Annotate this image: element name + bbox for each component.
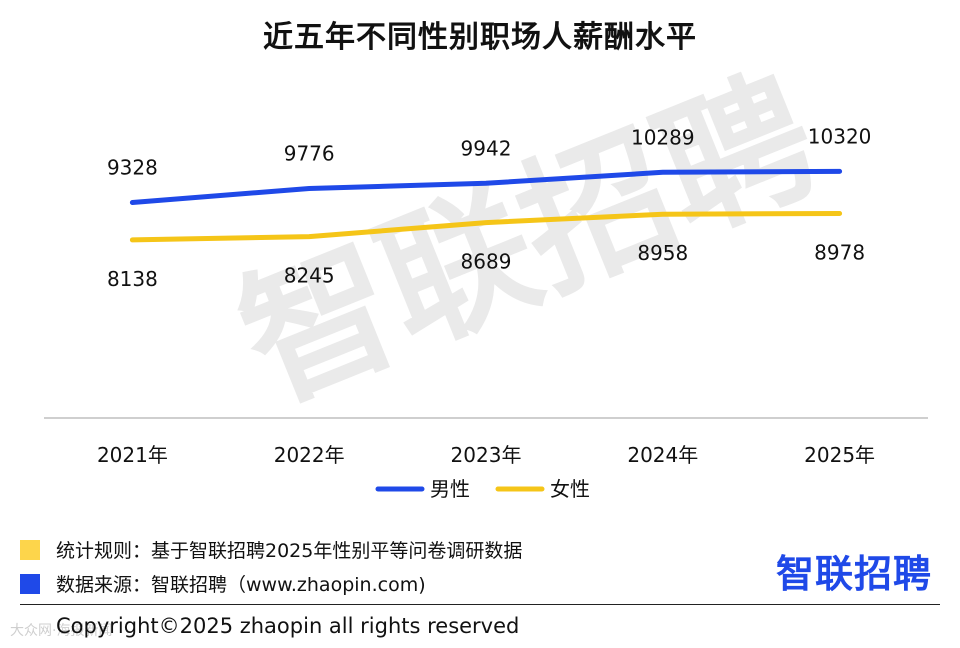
x-tick-label: 2022年 bbox=[274, 443, 345, 467]
data-label: 8689 bbox=[461, 250, 512, 274]
data-label: 8138 bbox=[107, 267, 158, 291]
corner-watermark: 大众网·海报新闻 bbox=[10, 623, 113, 639]
data-label: 9942 bbox=[461, 136, 512, 160]
data-label: 8978 bbox=[814, 241, 865, 265]
stat-rule-text: 统计规则：基于智联招聘2025年性别平等问卷调研数据 bbox=[56, 540, 523, 562]
data-source-text: 数据来源：智联招聘（www.zhaopin.com) bbox=[56, 574, 426, 596]
x-tick-label: 2024年 bbox=[627, 443, 698, 467]
data-label: 10320 bbox=[808, 124, 872, 148]
line-chart: 2021年 2022年 2023年 2024年 2025年 9328 9776 9942 102… bbox=[44, 124, 928, 501]
data-label: 9776 bbox=[284, 141, 335, 165]
x-tick-label: 2025年 bbox=[804, 443, 875, 467]
data-label: 8958 bbox=[637, 241, 688, 265]
legend-label: 女性 bbox=[550, 477, 590, 501]
copyright-text: Copyright©2025 zhaopin all rights reserv… bbox=[56, 614, 520, 638]
data-source-row: 数据来源：智联招聘（www.zhaopin.com) bbox=[20, 570, 426, 597]
data-label: 8245 bbox=[284, 264, 335, 288]
series-line-0 bbox=[129, 168, 843, 205]
stat-rule-row: 统计规则：基于智联招聘2025年性别平等问卷调研数据 bbox=[20, 536, 522, 563]
x-tick-label: 2021年 bbox=[97, 443, 168, 467]
blue-swatch-icon bbox=[20, 573, 40, 594]
data-label: 9328 bbox=[107, 156, 158, 180]
chart-marks: 2021年 2022年 2023年 2024年 2025年 9328 9776 9942 102… bbox=[44, 124, 928, 501]
yellow-swatch-icon bbox=[20, 539, 40, 560]
footer-divider bbox=[20, 604, 940, 605]
chart-title: 近五年不同性别职场人薪酬水平 bbox=[263, 20, 697, 55]
x-tick-label: 2023年 bbox=[451, 443, 522, 467]
brand-logo: 智联招聘 bbox=[776, 552, 933, 596]
series-line-1 bbox=[129, 211, 843, 243]
data-label: 10289 bbox=[631, 125, 695, 149]
legend-label: 男性 bbox=[430, 477, 470, 501]
